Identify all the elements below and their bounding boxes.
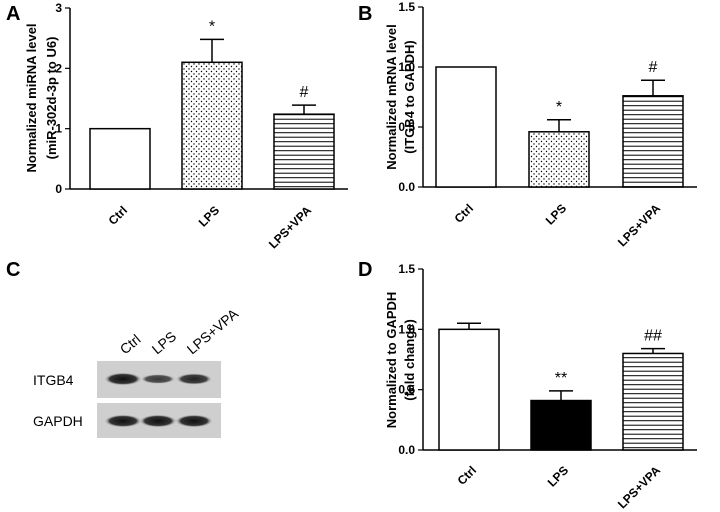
chart-b: 0.0 0.5 1.0 1.5 Normalized mRNA level (ITGB4 …: [384, 0, 697, 249]
significance-mark: *: [556, 99, 562, 116]
x-tick-label: LPS: [543, 201, 569, 227]
y-axis-label: (ITGB4 to GAPDH): [402, 40, 417, 153]
significance-mark: ##: [644, 328, 662, 345]
y-tick-label: 1: [55, 122, 62, 136]
significance-mark: **: [555, 370, 567, 387]
panel-letter-a: A: [6, 3, 20, 25]
blot-band: [104, 414, 142, 428]
bar: [89, 127, 151, 190]
y-tick-label: 0.0: [398, 180, 415, 194]
panel-letter-b: B: [358, 3, 372, 25]
blot-lane-label: LPS: [149, 328, 180, 357]
blot-lane-label: LPS+VPA: [184, 305, 242, 357]
bar: [528, 131, 590, 188]
bar: [435, 66, 497, 188]
blot-row-label: GAPDH: [33, 413, 83, 429]
x-tick-label: LPS+VPA: [615, 201, 663, 249]
x-tick-label: LPS: [196, 203, 222, 229]
y-axis-label: Normalized mRNA level: [384, 24, 399, 169]
x-tick-label: LPS+VPA: [266, 203, 314, 251]
x-tick-label: Ctrl: [106, 203, 131, 228]
y-tick-label: 0: [55, 182, 62, 196]
western-blot: Ctrl LPS LPS+VPA ITGB4 GAPDH: [33, 305, 242, 438]
x-tick-label: Ctrl: [455, 463, 480, 488]
y-tick-label: 0.0: [398, 443, 415, 457]
y-axis-label: (miR-302d-3p to U6): [44, 37, 59, 160]
blot-lane-label: Ctrl: [117, 331, 144, 357]
panel-letter-d: D: [358, 259, 372, 281]
significance-mark: #: [649, 59, 658, 76]
blot-band: [104, 372, 142, 386]
y-axis-label: (fold change): [402, 319, 417, 401]
bar: [438, 328, 500, 451]
blot-band: [139, 414, 177, 428]
bar: [622, 95, 684, 188]
y-tick-label: 1.5: [398, 262, 415, 276]
blot-row-label: ITGB4: [33, 372, 74, 388]
blot-bands: [104, 372, 213, 428]
y-tick-label: 0.5: [398, 383, 415, 397]
x-tick-label: LPS: [545, 463, 571, 489]
x-tick-label: LPS+VPA: [615, 463, 663, 511]
bar: [622, 352, 684, 451]
chart-d: 0.0 0.5 1.0 1.5 Normalized to GAPDH (fold cha…: [384, 262, 697, 511]
y-tick-label: 3: [55, 1, 62, 15]
y-tick-label: 0.5: [398, 120, 415, 134]
y-axis-label: Normalized miRNA level: [24, 23, 39, 172]
bar: [273, 113, 335, 190]
chart-a: 0 1 2 3 Normalized miRNA level (miR-302d-3p t…: [24, 1, 348, 251]
blot-band: [175, 414, 213, 428]
blot-band: [140, 374, 176, 384]
bar: [530, 399, 592, 451]
y-tick-label: 1.0: [398, 322, 415, 336]
y-tick-label: 1.0: [398, 60, 415, 74]
panel-letter-c: C: [6, 259, 20, 281]
y-tick-label: 1.5: [398, 0, 415, 14]
y-tick-label: 2: [55, 61, 62, 75]
x-tick-label: Ctrl: [452, 201, 477, 226]
y-axis-label: Normalized to GAPDH: [384, 292, 399, 429]
significance-mark: #: [300, 84, 309, 101]
bar: [181, 61, 243, 190]
significance-mark: *: [209, 18, 215, 35]
blot-band: [175, 373, 213, 385]
